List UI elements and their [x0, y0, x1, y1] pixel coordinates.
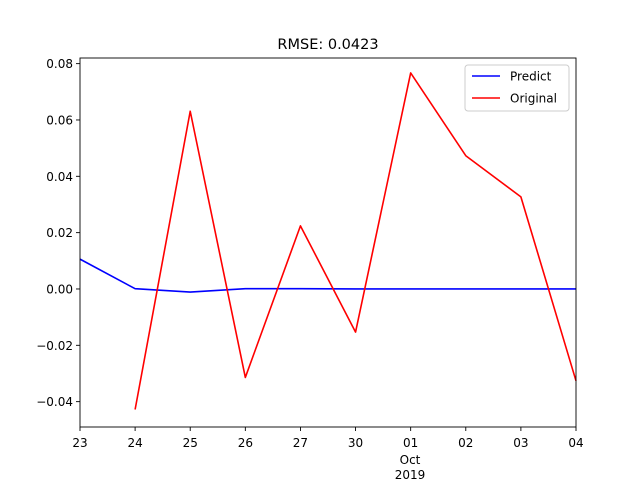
x-tick-label: 24: [127, 436, 142, 450]
x-tick-label: 04: [568, 436, 583, 450]
x-tick-label: 02: [458, 436, 473, 450]
x-tick-label: 23: [72, 436, 87, 450]
series-line-predict: [79, 258, 576, 293]
chart-title: RMSE: 0.0423: [277, 37, 378, 53]
y-axis: 0.08 0.06 0.04 0.02 0.00 −0.02 −0.04: [36, 57, 80, 409]
y-tick-label: −0.02: [36, 339, 73, 353]
x-tick-label: 30: [348, 436, 363, 450]
x-tick-label: 01: [403, 436, 418, 450]
legend-label-predict: Predict: [510, 70, 552, 84]
y-tick-label: 0.00: [46, 282, 73, 296]
x-sublabel-year: 2019: [395, 468, 426, 480]
x-tick-label: 27: [293, 436, 308, 450]
x-sublabel-month: Oct: [400, 453, 421, 467]
legend: Predict Original: [464, 64, 570, 112]
legend-label-original: Original: [510, 92, 557, 106]
y-tick-label: 0.02: [46, 226, 73, 240]
plot-frame: [79, 57, 577, 428]
y-tick-label: 0.04: [46, 170, 73, 184]
series-line-original: [134, 72, 577, 410]
x-tick-label: 03: [513, 436, 528, 450]
x-tick-label: 26: [238, 436, 253, 450]
y-tick-label: −0.04: [36, 395, 73, 409]
x-axis: 23 24 25 26 27 30 01 02 03 04: [72, 427, 584, 450]
y-tick-label: 0.08: [46, 57, 73, 71]
series-lines: [79, 72, 577, 410]
y-tick-label: 0.06: [46, 113, 73, 127]
x-tick-label: 25: [183, 436, 198, 450]
